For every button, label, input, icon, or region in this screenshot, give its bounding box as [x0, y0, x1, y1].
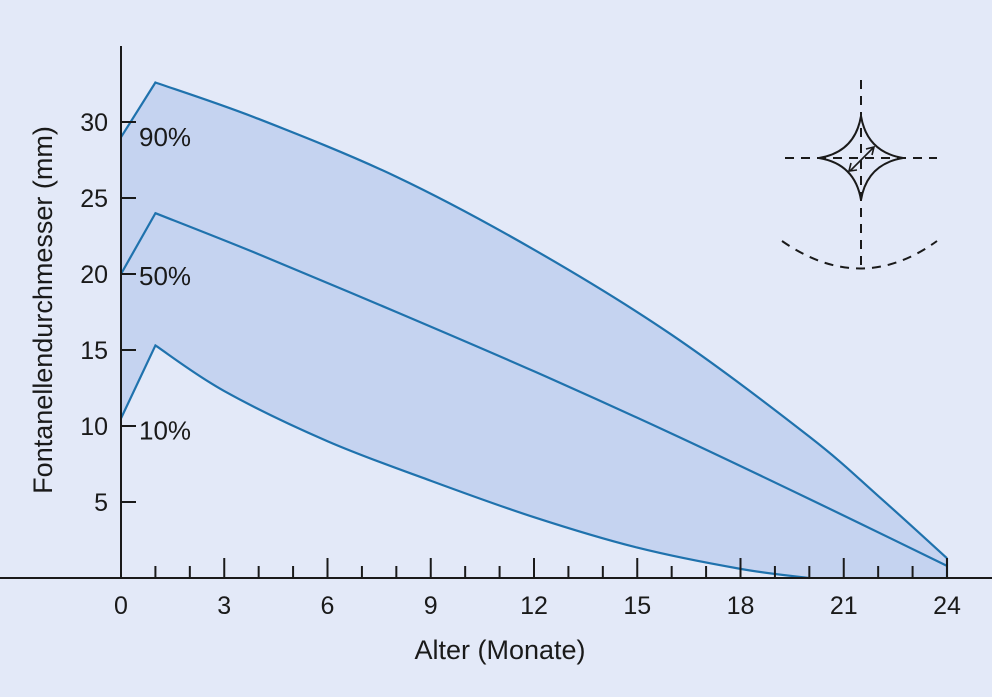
y-tick-label: 10 — [80, 413, 108, 441]
series-labels-layer: 90% 50% 10% — [139, 122, 191, 445]
x-tick-label: 6 — [321, 592, 335, 620]
percentile-band-layer — [121, 82, 947, 578]
y-tick-label: 15 — [80, 337, 108, 365]
y-tick-label: 5 — [94, 489, 108, 517]
series-label: 90% — [139, 122, 191, 152]
fontanelle-diagram-icon — [781, 80, 938, 270]
x-tick-label: 18 — [727, 592, 755, 620]
axes-layer — [0, 46, 992, 579]
series-line-p50 — [120, 211, 948, 567]
x-tick-label: 12 — [520, 592, 548, 620]
series-label: 10% — [139, 415, 191, 445]
x-tick-label: 21 — [830, 592, 858, 620]
x-tick-label: 0 — [114, 592, 128, 620]
arrowhead-icon — [847, 162, 858, 172]
x-axis-title: Alter (Monate) — [414, 635, 585, 665]
x-tick-label: 9 — [424, 592, 438, 620]
diameter-arrow-icon — [849, 147, 874, 172]
y-axis-title: Fontanellendurchmesser (mm) — [28, 126, 58, 494]
arrowhead-icon — [865, 145, 876, 156]
fontanelle-shape-icon — [818, 115, 904, 201]
x-tick-label: 3 — [217, 592, 231, 620]
series-line-p90 — [120, 81, 948, 560]
y-tick-label: 30 — [80, 109, 108, 137]
y-tick-label: 25 — [80, 185, 108, 213]
x-tick-label: 15 — [623, 592, 651, 620]
coronal-arc-icon — [781, 240, 938, 270]
series-line-p10 — [120, 343, 810, 580]
series-layer — [120, 81, 949, 580]
percentile-band-area — [121, 82, 947, 578]
series-label: 50% — [139, 261, 191, 291]
x-tick-label: 24 — [933, 592, 961, 620]
ticks-layer: 0 3 6 9 12 15 18 21 24 5 10 15 20 25 30 — [80, 109, 961, 620]
y-tick-label: 20 — [80, 261, 108, 289]
